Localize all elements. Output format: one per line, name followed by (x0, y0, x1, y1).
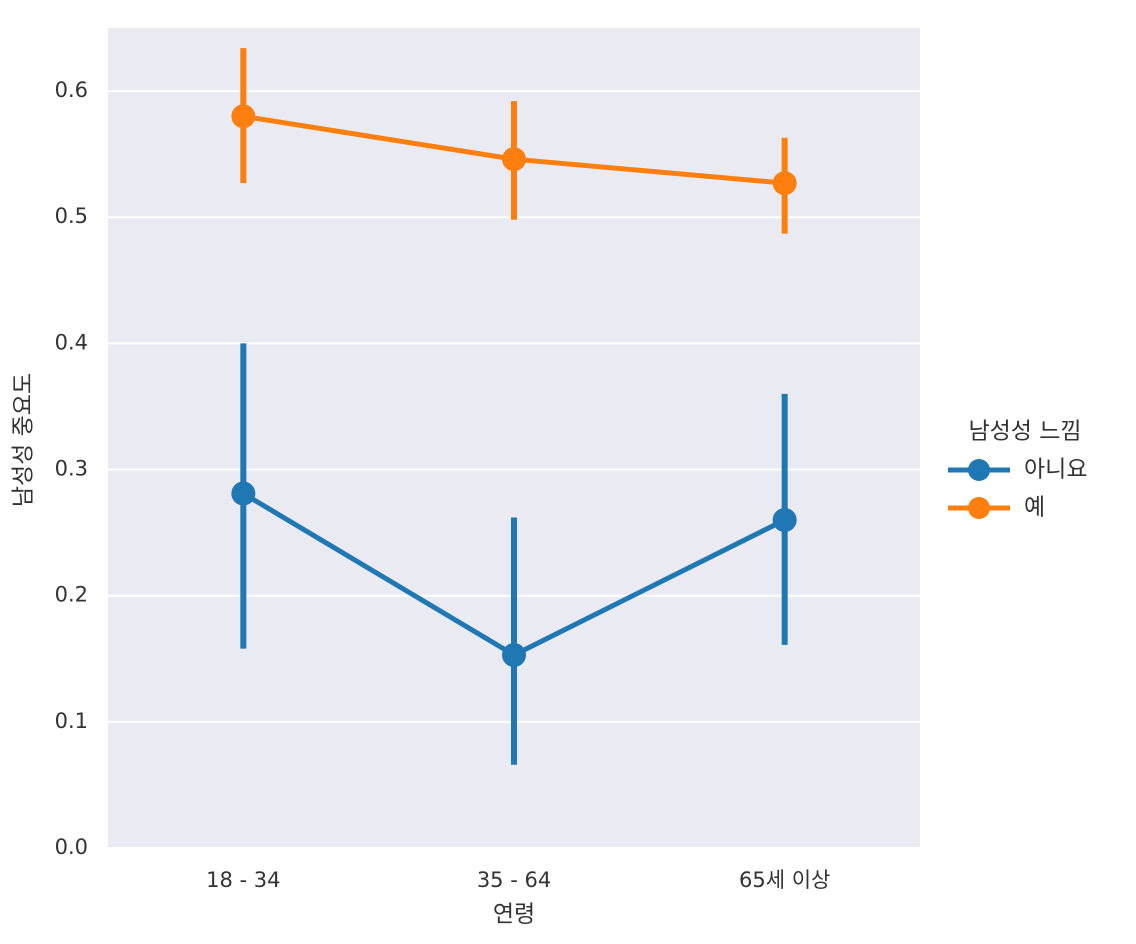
x-axis-label: 연령 (493, 902, 535, 928)
x-tick-label: 18 - 34 (206, 868, 280, 892)
x-tick-label: 35 - 64 (477, 868, 551, 892)
y-tick-label: 0.6 (55, 78, 88, 102)
point (502, 147, 526, 172)
y-tick-label: 0.2 (55, 583, 88, 607)
y-tick-label: 0.4 (55, 330, 88, 354)
y-tick-label: 0.0 (55, 835, 88, 859)
legend-label: 예 (1024, 495, 1045, 521)
y-tick-label: 0.3 (55, 457, 88, 481)
legend-marker (968, 459, 990, 481)
y-tick-label: 0.5 (55, 204, 88, 228)
point (502, 642, 526, 667)
y-axis-label: 남성성 중요도 (11, 373, 37, 507)
legend-title: 남성성 느낌 (968, 419, 1081, 445)
x-tick-label: 65세 이상 (739, 868, 830, 892)
point (772, 171, 797, 196)
point (231, 104, 256, 129)
legend-label: 아니요 (1024, 457, 1087, 483)
y-tick-label: 0.1 (55, 709, 88, 733)
legend-marker (968, 497, 990, 519)
point (231, 481, 256, 506)
point (772, 508, 797, 532)
